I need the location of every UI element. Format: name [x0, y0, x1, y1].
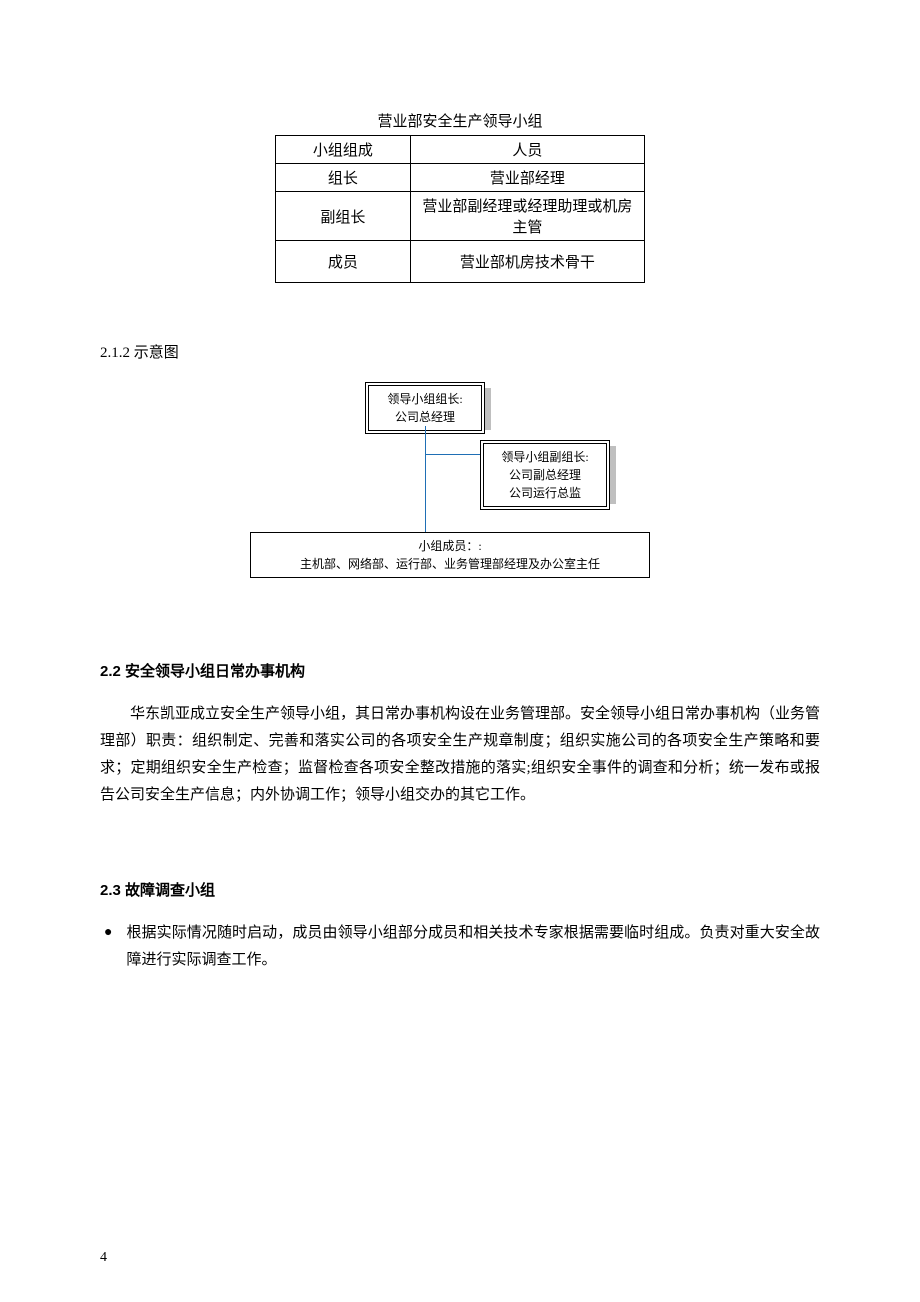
table-row: 组长 营业部经理 [276, 164, 645, 192]
cell: 成员 [276, 241, 411, 283]
cell: 小组组成 [276, 136, 411, 164]
bullet-text: 根据实际情况随时启动，成员由领导小组部分成员和相关技术专家根据需要临时组成。负责… [126, 920, 820, 974]
cell: 副组长 [276, 192, 411, 241]
section-212-title: 2.1.2 示意图 [100, 341, 820, 362]
table-row: 成员 营业部机房技术骨干 [276, 241, 645, 283]
bullet-icon: ● [104, 920, 112, 945]
cell: 组长 [276, 164, 411, 192]
section-22-body: 华东凯亚成立安全生产领导小组，其日常办事机构设在业务管理部。安全领导小组日常办事… [100, 701, 820, 809]
members-line1: 小组成员：: [257, 537, 643, 555]
connector [425, 426, 426, 454]
connector [425, 454, 426, 532]
deputy-line2: 公司副总经理 [490, 466, 600, 484]
leader-line2: 公司总经理 [375, 408, 475, 426]
page-number: 4 [100, 1250, 107, 1266]
section-22-title: 2.2 安全领导小组日常办事机构 [100, 660, 820, 681]
bullet-item: ● 根据实际情况随时启动，成员由领导小组部分成员和相关技术专家根据需要临时组成。… [100, 920, 820, 974]
members-line2: 主机部、网络部、运行部、业务管理部经理及办公室主任 [257, 555, 643, 573]
cell: 营业部机房技术骨干 [410, 241, 644, 283]
org-diagram: 领导小组组长: 公司总经理 领导小组副组长: 公司副总经理 公司运行总监 小组成… [240, 382, 680, 602]
leader-line1: 领导小组组长: [375, 390, 475, 408]
section-23-title: 2.3 故障调查小组 [100, 879, 820, 900]
table-row: 小组组成 人员 [276, 136, 645, 164]
cell: 营业部副经理或经理助理或机房主管 [410, 192, 644, 241]
deputy-line3: 公司运行总监 [490, 484, 600, 502]
deputy-box: 领导小组副组长: 公司副总经理 公司运行总监 [480, 440, 610, 510]
deputy-line1: 领导小组副组长: [490, 448, 600, 466]
table-row: 副组长 营业部副经理或经理助理或机房主管 [276, 192, 645, 241]
cell: 营业部经理 [410, 164, 644, 192]
connector [425, 454, 480, 455]
cell: 人员 [410, 136, 644, 164]
org-table: 小组组成 人员 组长 营业部经理 副组长 营业部副经理或经理助理或机房主管 成员… [275, 135, 645, 283]
table-title: 营业部安全生产领导小组 [100, 110, 820, 131]
members-box: 小组成员：: 主机部、网络部、运行部、业务管理部经理及办公室主任 [250, 532, 650, 578]
